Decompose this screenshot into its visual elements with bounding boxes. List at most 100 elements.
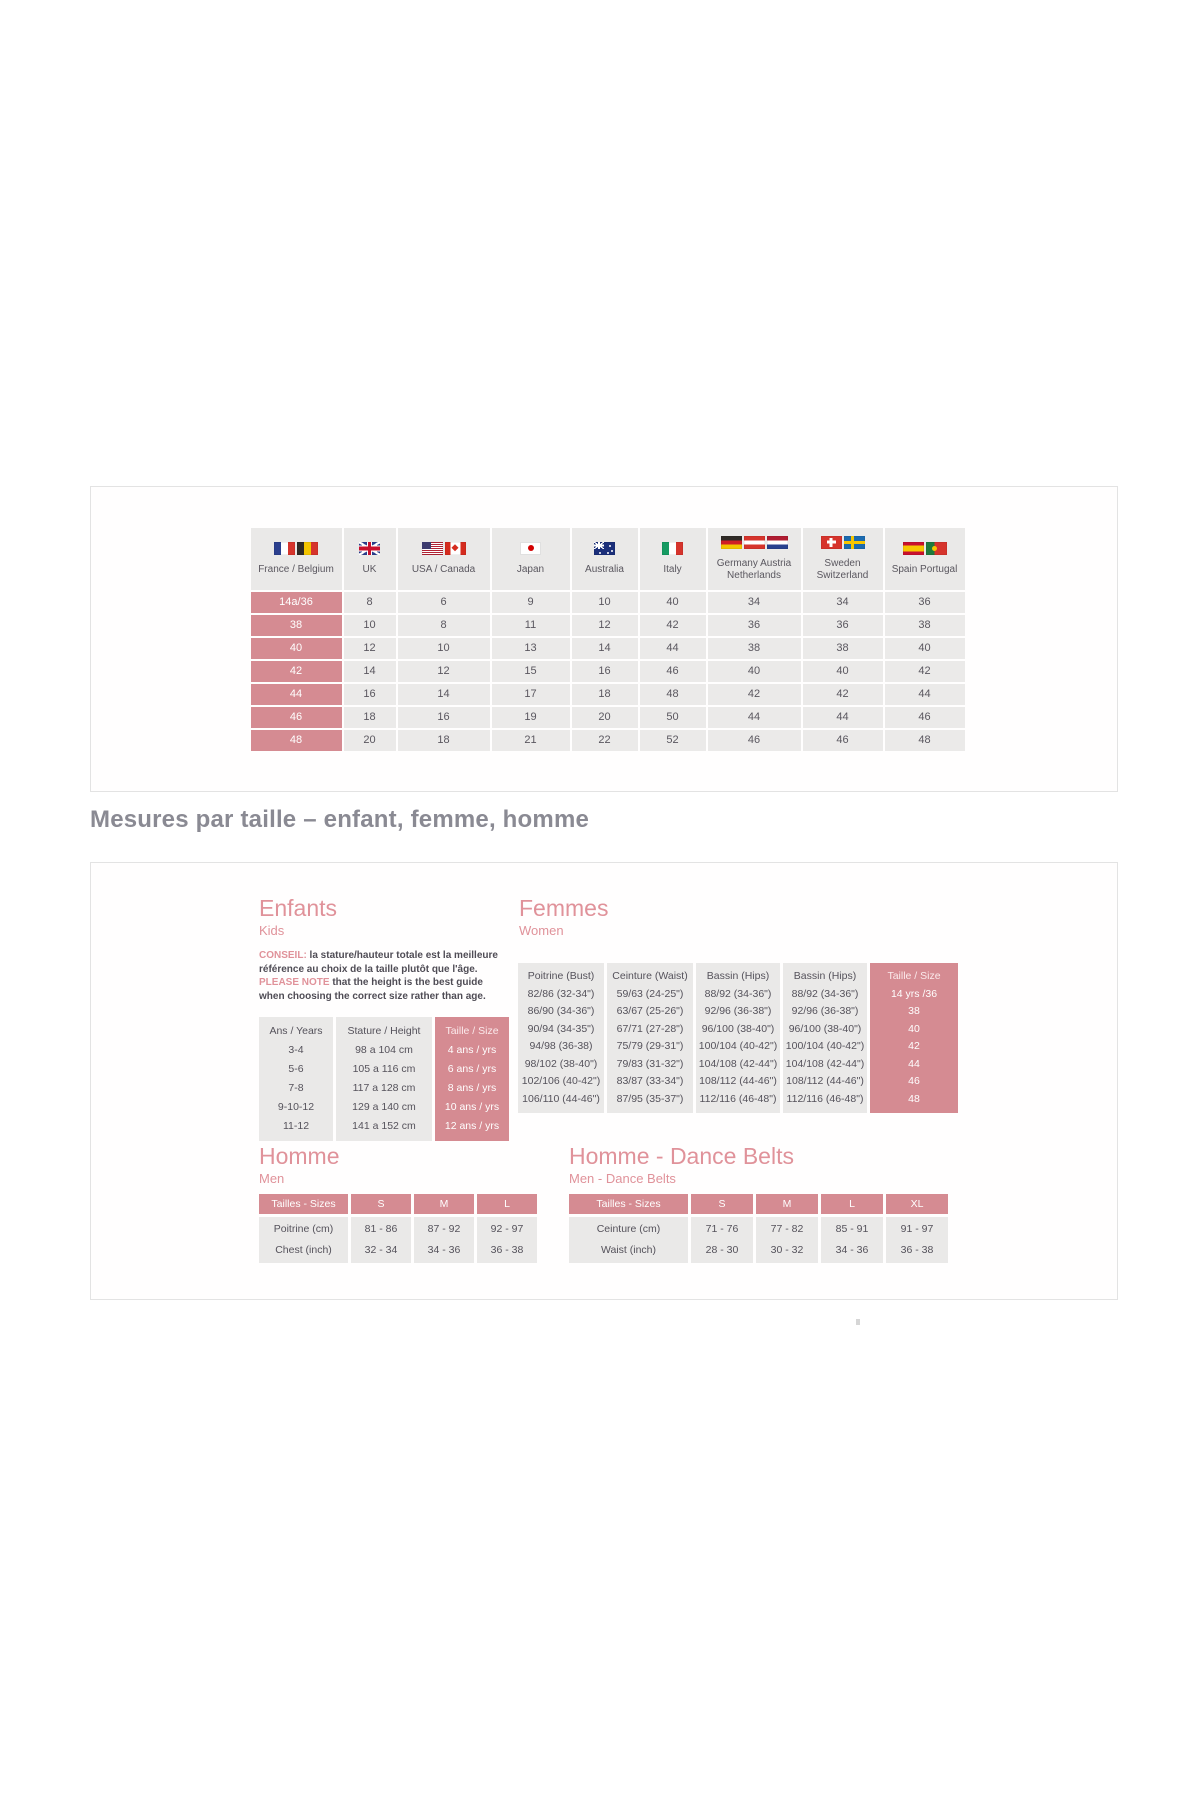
country-label: Japan: [516, 563, 545, 575]
value-cell: 48: [639, 684, 706, 705]
value-column: 87 - 92 34 - 36: [414, 1217, 474, 1263]
value-cell: 46: [802, 730, 883, 751]
measurements-panel: Enfants Kids CONSEIL: la stature/hauteur…: [90, 862, 1118, 1300]
cell-value: 63/67 (25-26"): [616, 1005, 684, 1017]
cell-value: 86/90 (34-36"): [527, 1005, 595, 1017]
value-cell: 44: [884, 684, 965, 705]
size-column: Taille / Size 14 yrs /36 38 40 42 44 46 48: [870, 963, 958, 1113]
kids-section-title: Enfants: [259, 895, 337, 921]
spain-flag: [902, 541, 924, 555]
value-cell: 12: [397, 661, 490, 682]
cell-value: 71 - 76: [705, 1223, 739, 1235]
value-cell: 18: [571, 684, 638, 705]
men-section-subtitle: Men: [259, 1171, 285, 1186]
austria-flag: [743, 535, 765, 549]
cell-value: 105 a 116 cm: [352, 1063, 416, 1075]
value-cell: 6: [397, 592, 490, 613]
cell-value: 96/100 (38-40"): [701, 1022, 775, 1035]
cell-value: 34 - 36: [835, 1244, 869, 1256]
cell-value: 9-10-12: [277, 1101, 315, 1113]
italy-flag: [662, 541, 683, 555]
value-cell: 34: [802, 592, 883, 613]
conversion-row: 48 20 18 21 22 52 46 46 48: [250, 730, 965, 751]
cell-value: 98 a 104 cm: [355, 1044, 413, 1056]
value-cell: 40: [639, 592, 706, 613]
row-label: Poitrine (cm): [273, 1223, 334, 1235]
japan-flag: [520, 541, 541, 555]
cell-value: 91 - 97: [900, 1223, 934, 1235]
conversion-row: 38 10 8 11 12 42 36 36 38: [250, 615, 965, 636]
cell-value: 100/104 (40-42"): [785, 1040, 865, 1052]
flag-row: [662, 541, 683, 555]
cell-value: 88/92 (34-36"): [704, 987, 772, 1000]
value-cell: 12: [571, 615, 638, 636]
men-size-table: Tailles - Sizes S M L Poitrine (cm) Chest (in…: [259, 1194, 537, 1266]
cell-value: 36 - 38: [900, 1244, 934, 1256]
cell-value: 30 - 32: [770, 1244, 804, 1256]
value-cell: 11: [491, 615, 570, 636]
cell-value: 3-4: [288, 1044, 304, 1056]
country-header-cell: Australia: [571, 528, 638, 590]
value-cell: 48: [884, 730, 965, 751]
women-size-table: Poitrine (Bust) 82/86 (32-34") 86/90 (34-3…: [518, 963, 958, 1113]
cell-value: 108/112 (44-46"): [786, 1075, 864, 1087]
cell-value: 104/108 (42-44"): [785, 1057, 865, 1070]
value-cell: 40: [802, 661, 883, 682]
cell-value: 46: [908, 1075, 920, 1087]
cell-value: 81 - 86: [364, 1223, 398, 1235]
value-cell: 50: [639, 707, 706, 728]
value-cell: 40: [884, 638, 965, 659]
women-section-subtitle: Women: [519, 923, 564, 938]
france-flag: [274, 541, 295, 555]
value-cell: 16: [571, 661, 638, 682]
value-column: 85 - 91 34 - 36: [821, 1217, 883, 1263]
cell-value: 92 - 97: [490, 1223, 524, 1235]
country-header-cell: USA / Canada: [397, 528, 490, 590]
cell-value: 90/94 (34-35"): [527, 1022, 595, 1035]
value-cell: 15: [491, 661, 570, 682]
data-row: Poitrine (cm) Chest (inch) 81 - 86 32 - 34 8…: [259, 1217, 537, 1263]
value-cell: 14: [571, 638, 638, 659]
country-label: Spain Portugal: [891, 563, 958, 575]
header-cell: Tailles - Sizes: [569, 1194, 688, 1214]
flag-row: [720, 535, 788, 549]
cell-value: 10 ans / yrs: [444, 1101, 500, 1113]
cell-value: 75/79 (29-31"): [616, 1040, 684, 1052]
cell-value: 87 - 92: [427, 1223, 461, 1235]
cell-value: 7-8: [288, 1082, 304, 1094]
country-header-cell: Germany Austria Netherlands: [707, 528, 801, 590]
value-cell: 46: [707, 730, 801, 751]
cell-value: 79/83 (31-32"): [616, 1057, 684, 1070]
conversion-row: 44 16 14 17 18 48 42 42 44: [250, 684, 965, 705]
cell-value: 48: [908, 1092, 920, 1105]
size-cell: 38: [250, 615, 342, 636]
column-header: Bassin (Hips): [793, 970, 857, 982]
page-title: Mesures par taille – enfant, femme, homm…: [90, 806, 590, 833]
row-label: Ceinture (cm): [596, 1223, 661, 1235]
dance-belts-section-title: Homme - Dance Belts: [569, 1143, 794, 1169]
row-label: Waist (inch): [600, 1244, 657, 1256]
value-cell: 52: [639, 730, 706, 751]
column-header: Taille / Size: [445, 1025, 499, 1037]
cell-value: 8 ans / yrs: [447, 1082, 497, 1094]
value-cell: 17: [491, 684, 570, 705]
dance-belts-section-subtitle: Men - Dance Belts: [569, 1171, 676, 1186]
cell-value: 42: [908, 1040, 920, 1052]
value-cell: 40: [707, 661, 801, 682]
value-cell: 18: [343, 707, 396, 728]
cell-value: 77 - 82: [770, 1223, 804, 1235]
value-cell: 10: [397, 638, 490, 659]
value-cell: 9: [491, 592, 570, 613]
note-pleasenote-text: that the height is the best guide when c…: [259, 977, 486, 1002]
value-column: 91 - 97 36 - 38: [886, 1217, 948, 1263]
flag-row: [820, 535, 865, 549]
value-cell: 18: [397, 730, 490, 751]
value-cell: 10: [571, 592, 638, 613]
value-cell: 42: [639, 615, 706, 636]
usa-flag: [421, 541, 443, 555]
cell-value: 14 yrs /36: [890, 987, 938, 1000]
cell-value: 34 - 36: [427, 1244, 461, 1256]
header-row: Tailles - Sizes S M L XL: [569, 1194, 948, 1214]
column-header: Stature / Height: [347, 1025, 421, 1037]
header-cell: M: [414, 1194, 474, 1214]
